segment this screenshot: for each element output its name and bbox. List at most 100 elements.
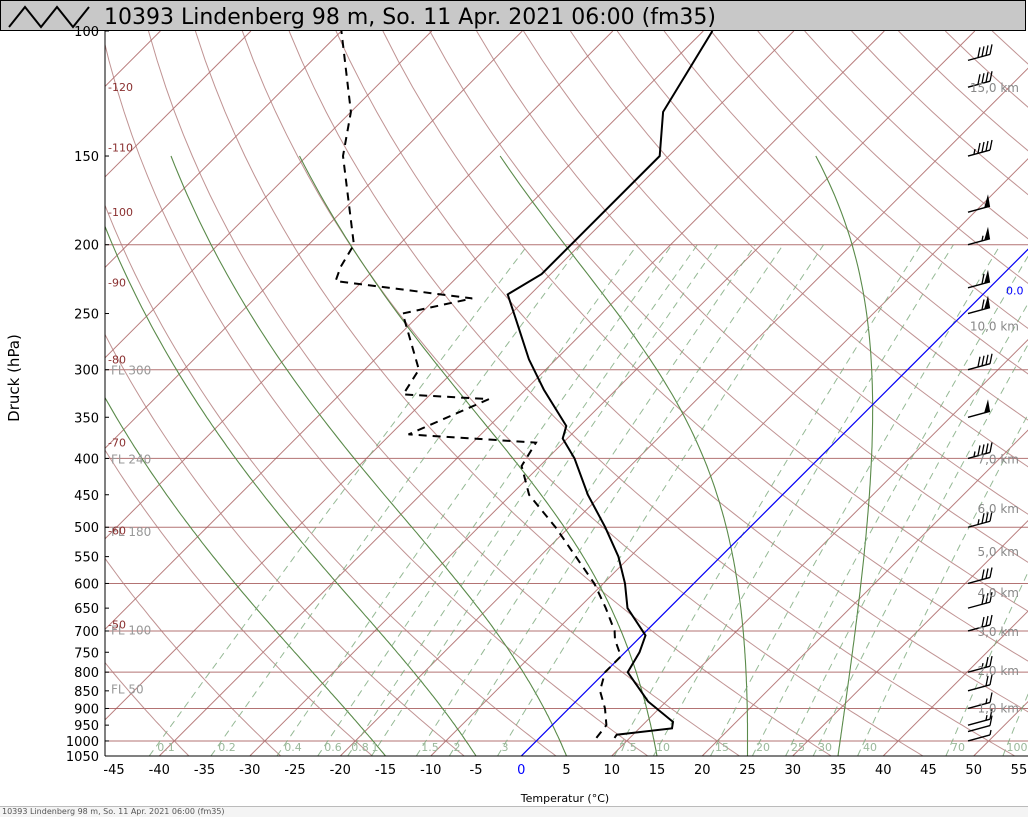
y-tick-label: 400 [74,452,99,467]
dry-adiabat [0,31,281,756]
mixing-ratio-label: 25 [791,741,805,754]
wind-barb-flag [990,567,992,577]
x-tick-label: 15 [649,763,666,778]
mixing-ratio-line [318,245,672,756]
x-tick-label: -30 [239,763,260,778]
mixing-ratio-line [614,245,921,756]
x-tick-label: -10 [420,763,441,778]
dry-adiabat [430,31,1028,756]
mixing-ratio-label: 30 [818,741,832,754]
flight-level-label: FL 240 [111,452,151,466]
moist-adiabat [300,156,658,756]
dry-adiabat [570,31,1028,756]
x-tick-label: 10 [603,763,620,778]
dry-adiabat [992,31,1028,756]
mixing-ratio-label: 40 [863,741,877,754]
mixing-ratio-label: 0.1 [157,741,175,754]
flight-level-label: FL 50 [111,682,144,696]
moist-adiabat [816,156,873,756]
y-tick-label: 150 [74,150,99,165]
wind-barb-staff [968,577,990,583]
x-tick-label: 25 [739,763,756,778]
y-tick-label: 650 [74,602,99,617]
wind-barb [968,354,992,370]
mixing-ratio-label: 7.5 [619,741,637,754]
mixing-ratio-line [449,245,783,756]
height-label: 1,0 km [977,701,1019,715]
mixing-ratio-label: 20 [756,741,770,754]
x-tick-label: -40 [149,763,170,778]
height-label: 5,0 km [977,545,1019,559]
wind-barb-flag [982,142,984,152]
theta-label: -60 [108,524,126,537]
wind-barb-flag [986,568,988,578]
x-tick-label: 30 [784,763,801,778]
isotherm-line [702,31,1028,756]
mixing-ratio-label: 1 [372,741,379,754]
dry-adiabat [477,31,1028,756]
wind-barb [968,194,990,212]
height-label: 10,0 km [970,320,1019,334]
y-tick-label: 450 [74,489,99,504]
y-tick-label: 350 [74,411,99,426]
wind-barb-flag [982,356,984,366]
moist-adiabat [500,156,747,756]
height-label: 7,0 km [977,452,1019,466]
mixing-ratio-label: 15 [715,741,729,754]
y-tick-label: 250 [74,308,99,323]
dry-adiabat [758,31,1028,756]
isotherm-line [0,31,251,756]
wind-barb-flag [990,140,992,150]
dry-adiabat [852,31,1028,756]
wind-barb-pennant [984,270,990,284]
wind-barb-half-flag [978,519,979,524]
status-line: 10393 Lindenberg 98 m, So. 11 Apr. 2021 … [0,806,1028,817]
height-label: 4,0 km [977,586,1019,600]
theta-label: -80 [108,353,126,366]
y-axis-title: Druck (hPa) [5,334,23,422]
dry-adiabat [805,31,1028,756]
dry-adiabat [242,31,923,756]
mixing-ratio-label: 3 [502,741,509,754]
wind-barb-flag [990,71,992,81]
mixing-ratio-label: 0.8 [351,741,369,754]
x-tick-label: 5 [562,763,570,778]
mixing-ratio-label: 0.2 [218,741,236,754]
mixing-ratio-line [211,245,581,756]
mixing-ratio-label: 0.6 [324,741,342,754]
y-tick-label: 800 [74,666,99,681]
wind-barb-flag [982,569,984,579]
x-tick-label: -5 [470,763,483,778]
theta-label: -70 [108,437,126,450]
x-tick-label: -20 [330,763,351,778]
y-tick-label: 700 [74,625,99,640]
wind-barb-flag [990,44,992,54]
wind-barb-flag [978,357,980,367]
isotherm-line [250,31,975,756]
isotherm-line [0,31,432,756]
temperature-profile [508,31,713,738]
dry-adiabat [664,31,1028,756]
dry-adiabat [55,31,556,756]
y-tick-label: 1000 [66,735,99,750]
x-tick-label: -35 [194,763,215,778]
mixing-ratio-label: 10 [656,741,670,754]
x-tick-label: -15 [375,763,396,778]
wind-barb-staff [968,602,990,608]
theta-label: -110 [108,142,133,155]
x-tick-label: 45 [920,763,937,778]
wind-barb-flag [990,615,992,625]
wind-barb-pennant [984,399,990,413]
mixing-ratio-line [149,245,528,756]
y-tick-label: 550 [74,551,99,566]
theta-label: -120 [108,81,133,94]
mixing-ratio-line [416,245,755,756]
x-tick-label: 35 [830,763,847,778]
dry-adiabat [617,31,1028,756]
status-caption: 10393 Lindenberg 98 m, So. 11 Apr. 2021 … [2,807,225,816]
wind-barb-flag [986,355,988,365]
x-tick-label: -25 [284,763,305,778]
isotherm-line [431,31,1028,756]
x-tick-label: 0 [517,763,525,778]
